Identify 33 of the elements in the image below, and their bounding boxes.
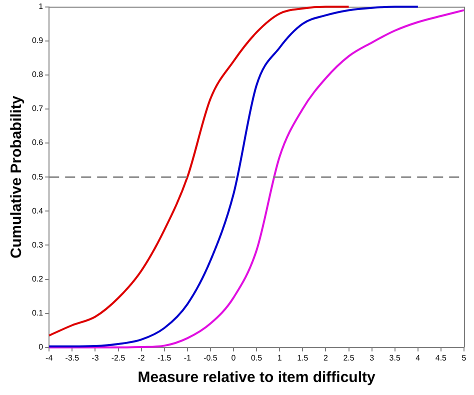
x-tick-label: 4.5 bbox=[435, 353, 448, 362]
y-tick-label: 0.1 bbox=[32, 308, 44, 318]
y-tick-label: 0.3 bbox=[32, 240, 44, 250]
y-tick-label: 0.2 bbox=[32, 274, 44, 284]
x-tick-label: -1 bbox=[184, 353, 192, 362]
x-tick-label: -1.5 bbox=[157, 353, 172, 362]
y-tick-label: 0 bbox=[38, 342, 44, 352]
y-tick-label: 0.9 bbox=[32, 36, 44, 46]
x-tick-label: 0 bbox=[231, 353, 236, 362]
x-tick-label: 5 bbox=[462, 353, 467, 362]
x-tick-label: -2.5 bbox=[111, 353, 126, 362]
x-tick-label: -3.5 bbox=[65, 353, 80, 362]
x-tick-label: 3 bbox=[370, 353, 375, 362]
x-tick-label: 0.5 bbox=[251, 353, 263, 362]
x-axis-title: Measure relative to item difficulty bbox=[138, 369, 376, 386]
y-axis-title: Cumulative Probability bbox=[8, 95, 26, 258]
x-tick-label: 3.5 bbox=[389, 353, 401, 362]
y-tick-label: 0.7 bbox=[32, 104, 44, 114]
x-tick-label: -0.5 bbox=[204, 353, 218, 362]
line-series bbox=[48, 6, 350, 336]
x-tick-label: 4 bbox=[416, 353, 421, 362]
y-tick-label: 0.5 bbox=[32, 172, 44, 182]
x-tick-label: 1.5 bbox=[297, 353, 309, 362]
x-tick-label: -2 bbox=[138, 353, 146, 362]
y-tick-label: 0.4 bbox=[32, 206, 44, 216]
x-tick-label: -3 bbox=[92, 353, 100, 362]
y-tick-label: 0.6 bbox=[32, 138, 44, 148]
x-tick-label: 2.5 bbox=[343, 353, 355, 362]
x-tick-label: -4 bbox=[46, 353, 54, 362]
y-tick-label: 0.8 bbox=[32, 70, 44, 80]
x-tick-label: 2 bbox=[323, 353, 328, 362]
x-tick-label: 1 bbox=[277, 353, 282, 362]
y-tick-label: 1 bbox=[38, 2, 44, 12]
